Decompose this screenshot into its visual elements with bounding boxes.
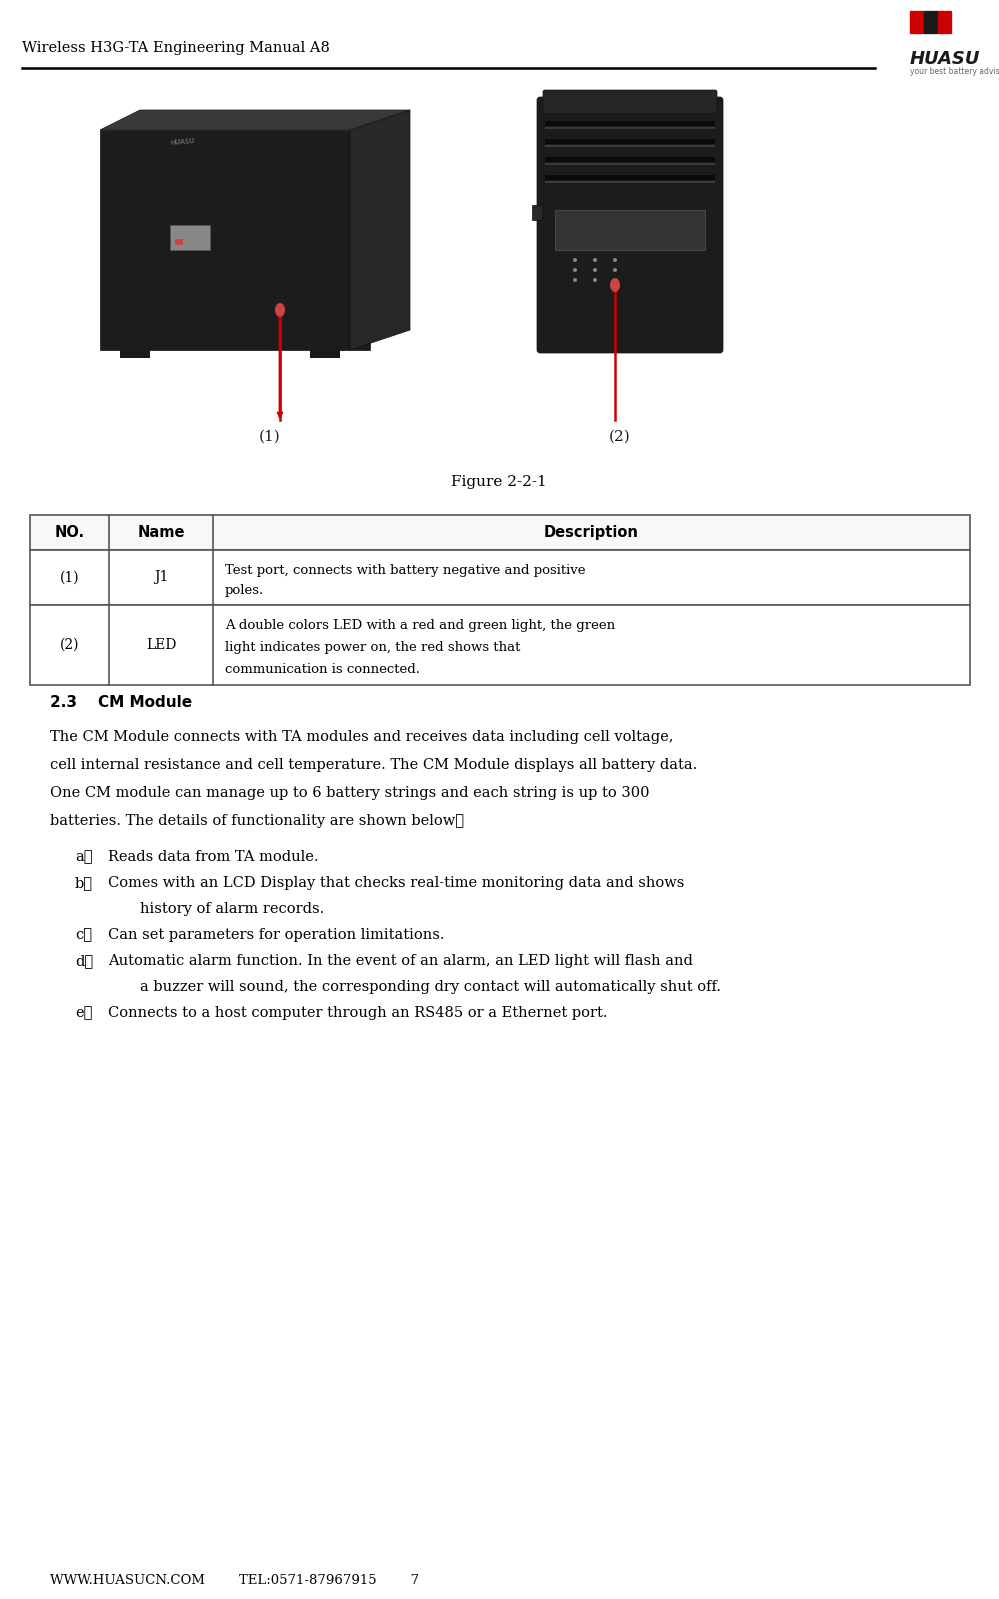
Circle shape (593, 257, 597, 262)
Circle shape (573, 257, 577, 262)
Text: Description: Description (544, 524, 639, 540)
Bar (545, 157, 715, 161)
Text: J1: J1 (154, 571, 168, 585)
Bar (175, 238, 183, 245)
Text: Automatic alarm function. In the event of an alarm, an LED light will flash and: Automatic alarm function. In the event o… (108, 955, 693, 967)
Bar (931, 11, 937, 34)
Text: The CM Module connects with TA modules and receives data including cell voltage,: The CM Module connects with TA modules a… (50, 731, 673, 744)
Text: your best battery advisor: your best battery advisor (910, 67, 999, 77)
Text: WWW.HUASUCN.COM        TEL:0571-87967915        7: WWW.HUASUCN.COM TEL:0571-87967915 7 (50, 1573, 420, 1586)
Text: (2): (2) (60, 638, 79, 652)
Text: Comes with an LCD Display that checks real-time monitoring data and shows: Comes with an LCD Display that checks re… (108, 876, 684, 891)
Bar (945, 11, 951, 34)
Text: history of alarm records.: history of alarm records. (140, 902, 325, 916)
Circle shape (593, 269, 597, 272)
Circle shape (613, 278, 617, 281)
Bar (545, 174, 715, 181)
Text: (1): (1) (60, 571, 79, 585)
Bar (30, 604, 970, 684)
Text: batteries. The details of functionality are shown below：: batteries. The details of functionality … (50, 814, 464, 828)
Bar (910, 11, 916, 34)
Text: HUASU: HUASU (910, 50, 980, 69)
Text: a、: a、 (75, 851, 93, 863)
Bar (310, 350, 340, 358)
Text: Reads data from TA module.: Reads data from TA module. (108, 851, 319, 863)
Ellipse shape (275, 302, 285, 317)
FancyBboxPatch shape (543, 90, 717, 114)
Text: One CM module can manage up to 6 battery strings and each string is up to 300: One CM module can manage up to 6 battery… (50, 787, 649, 800)
Bar (555, 209, 705, 249)
Text: Can set parameters for operation limitations.: Can set parameters for operation limitat… (108, 927, 445, 942)
Bar (545, 126, 715, 130)
Bar (917, 11, 923, 34)
Text: Test port, connects with battery negative and positive: Test port, connects with battery negativ… (225, 564, 585, 577)
Text: communication is connected.: communication is connected. (225, 664, 420, 676)
Text: cell internal resistance and cell temperature. The CM Module displays all batter: cell internal resistance and cell temper… (50, 758, 697, 772)
Text: 2.3    CM Module: 2.3 CM Module (50, 696, 192, 710)
Text: A double colors LED with a red and green light, the green: A double colors LED with a red and green… (225, 619, 615, 632)
Circle shape (593, 278, 597, 281)
Bar (532, 205, 542, 221)
Bar (30, 515, 970, 550)
Bar (545, 181, 715, 182)
Bar (924, 11, 930, 34)
Text: b、: b、 (75, 876, 93, 891)
Text: e、: e、 (75, 1006, 92, 1020)
Bar (545, 122, 715, 126)
Text: (2): (2) (609, 430, 631, 445)
Bar (545, 163, 715, 165)
Bar (120, 350, 150, 358)
Bar (170, 225, 210, 249)
Circle shape (613, 269, 617, 272)
Polygon shape (350, 110, 410, 350)
Text: d、: d、 (75, 955, 93, 967)
Text: poles.: poles. (225, 584, 265, 596)
Bar (545, 139, 715, 144)
Text: a buzzer will sound, the corresponding dry contact will automatically shut off.: a buzzer will sound, the corresponding d… (140, 980, 721, 995)
Bar (545, 146, 715, 147)
Bar (100, 130, 370, 350)
Text: Wireless H3G-TA Engineering Manual A8: Wireless H3G-TA Engineering Manual A8 (22, 42, 330, 54)
FancyBboxPatch shape (537, 98, 723, 353)
Bar (30, 550, 970, 604)
Circle shape (613, 257, 617, 262)
Circle shape (573, 269, 577, 272)
Bar (938, 11, 944, 34)
Text: HUASU: HUASU (170, 138, 195, 146)
Text: Connects to a host computer through an RS485 or a Ethernet port.: Connects to a host computer through an R… (108, 1006, 607, 1020)
Text: NO.: NO. (54, 524, 85, 540)
Text: (1): (1) (259, 430, 281, 445)
Text: LED: LED (146, 638, 176, 652)
Ellipse shape (610, 278, 620, 293)
Text: Name: Name (137, 524, 185, 540)
Circle shape (573, 278, 577, 281)
Text: c、: c、 (75, 927, 92, 942)
Text: light indicates power on, the red shows that: light indicates power on, the red shows … (225, 641, 520, 654)
Text: Figure 2-2-1: Figure 2-2-1 (452, 475, 546, 489)
Polygon shape (100, 110, 410, 130)
